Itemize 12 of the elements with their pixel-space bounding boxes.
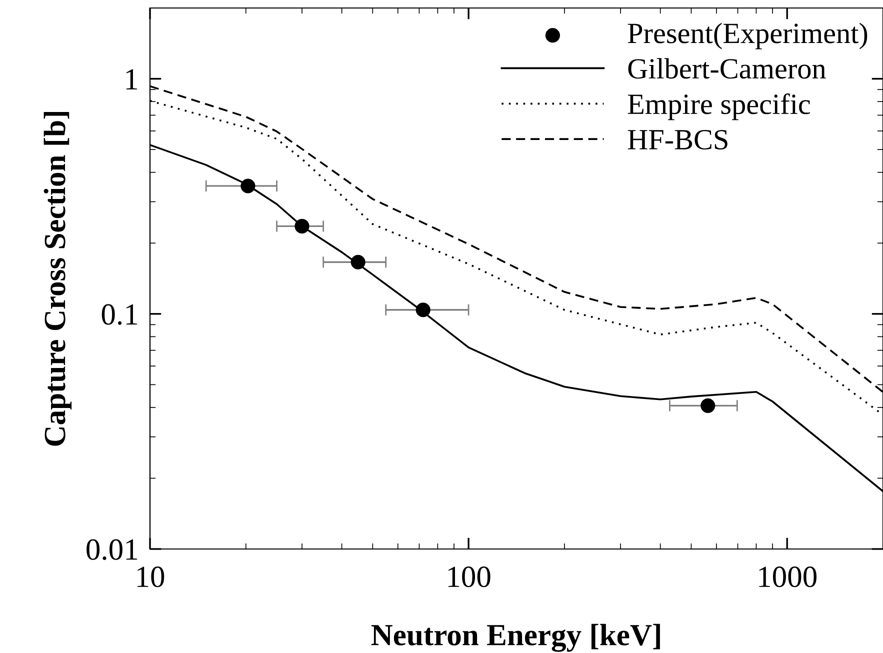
y-tick-label: 0.1 [102, 304, 138, 325]
x-tick-label: 1000 [759, 566, 816, 588]
legend-label: Present(Experiment) [628, 22, 868, 50]
y-axis-title: Capture Cross Section [b] [44, 112, 72, 446]
legend-label: HF-BCS [628, 130, 728, 150]
x-tick-label: 10 [137, 566, 164, 588]
legend-label: Empire specific [628, 93, 810, 120]
y-tick-label: 1 [126, 69, 138, 90]
x-tick-label: 100 [448, 566, 490, 588]
legend-label: Gilbert-Cameron [628, 58, 826, 79]
x-axis-title: Neutron Energy [keV] [371, 624, 660, 652]
y-tick-label: 0.01 [86, 539, 138, 560]
